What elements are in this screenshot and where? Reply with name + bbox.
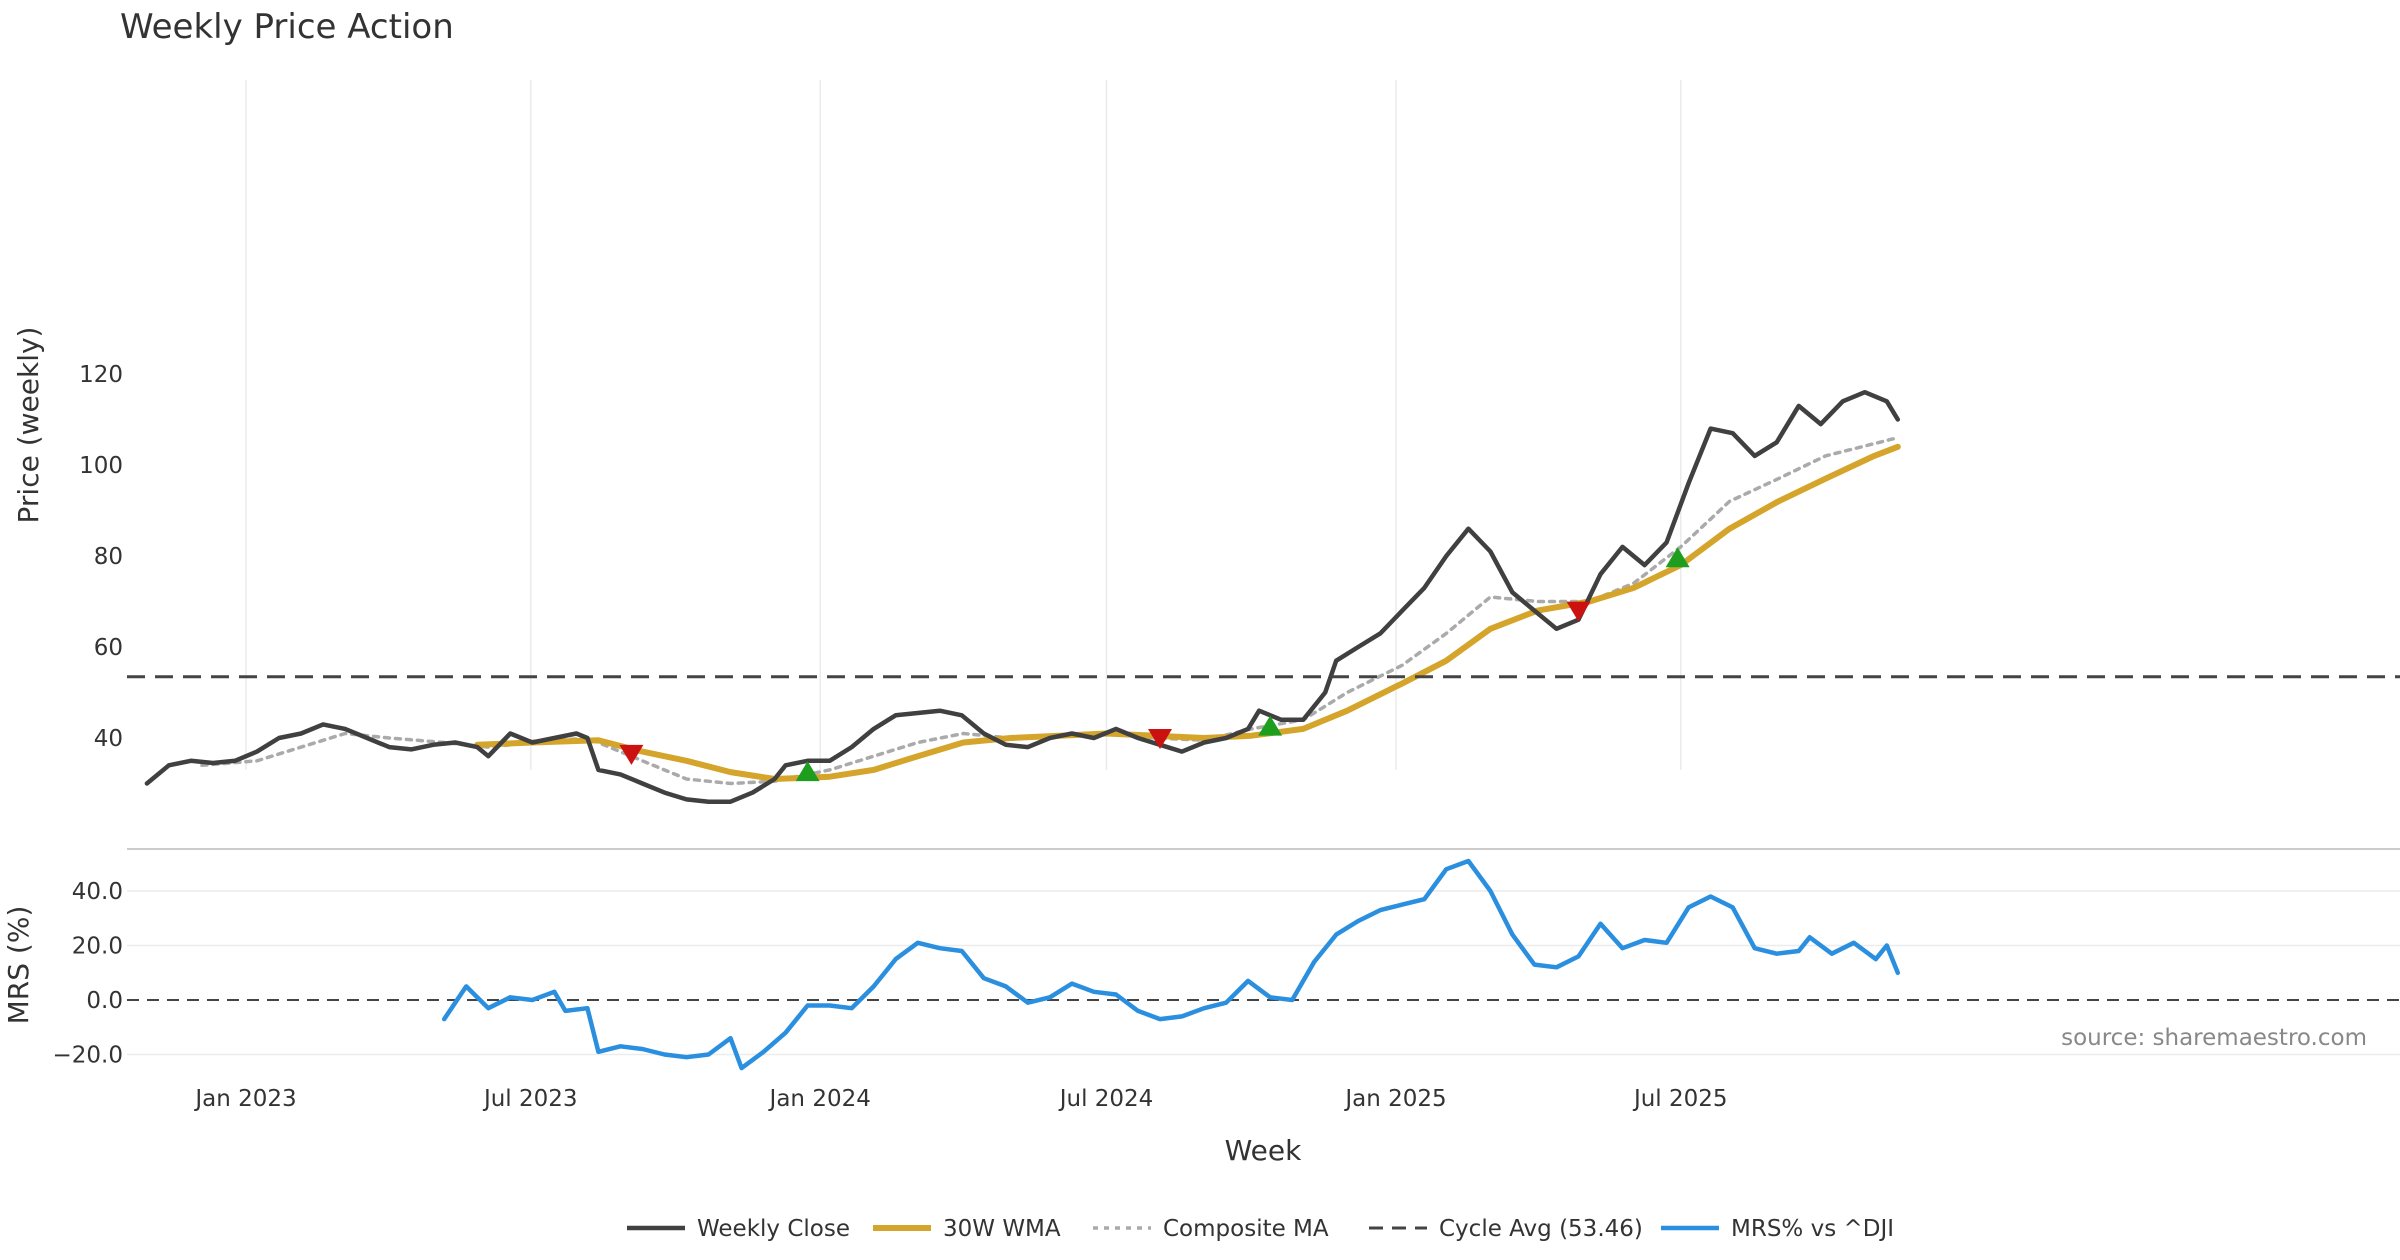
price-y-tick-label: 60	[94, 635, 123, 661]
mrs-y-tick-label: 0.0	[86, 988, 123, 1014]
price-series-layer	[127, 389, 2400, 804]
sell-signal-marker	[619, 744, 644, 765]
legend-label: 30W WMA	[943, 1216, 1061, 1242]
price-y-tick-label: 80	[94, 544, 123, 570]
chart-legend: Weekly Close 30W WMA Composite MA Cycle Avg…	[627, 1216, 1894, 1242]
mrs-grid	[127, 890, 2400, 1056]
weekly-close-line	[144, 389, 1901, 804]
sell-signal-marker	[1148, 729, 1173, 749]
sell-signal-marker	[1566, 601, 1591, 622]
source-credit: source: sharemaestro.com	[2061, 1025, 2367, 1051]
x-tick-label: Jul 2023	[482, 1086, 578, 1112]
chart-title: Weekly Price Action	[120, 7, 454, 47]
price-y-axis-ticks: 40 60 80 100 120	[79, 362, 123, 752]
price-y-axis-label: Price (weekly)	[12, 327, 45, 524]
x-tick-label: Jan 2023	[193, 1086, 296, 1112]
buy-signal-marker	[1665, 547, 1690, 568]
legend-label: MRS% vs ^DJI	[1731, 1216, 1894, 1242]
legend-label: Weekly Close	[697, 1216, 850, 1242]
legend-label: Cycle Avg (53.46)	[1439, 1216, 1643, 1242]
mrs-line	[441, 858, 1901, 1071]
x-tick-label: Jul 2025	[1632, 1086, 1728, 1112]
signal-markers	[619, 547, 1690, 782]
legend-label: Composite MA	[1163, 1216, 1329, 1242]
legend-item: Composite MA	[1093, 1216, 1329, 1242]
legend-item: 30W WMA	[873, 1216, 1061, 1242]
mrs-y-axis-ticks: 40.0 20.0 0.0 −20.0	[53, 879, 123, 1069]
x-tick-label: Jan 2024	[768, 1086, 871, 1112]
price-y-tick-label: 120	[79, 362, 123, 388]
mrs-y-tick-label: −20.0	[53, 1043, 123, 1069]
x-tick-label: Jul 2024	[1058, 1086, 1154, 1112]
price-y-tick-label: 40	[94, 726, 123, 752]
x-axis-ticks: Jan 2023 Jul 2023 Jan 2024 Jul 2024 Jan 2025…	[193, 1086, 1727, 1112]
price-y-tick-label: 100	[79, 453, 123, 479]
legend-item: Cycle Avg (53.46)	[1369, 1216, 1643, 1242]
legend-item: MRS% vs ^DJI	[1661, 1216, 1894, 1242]
mrs-series-layer	[441, 858, 1901, 1071]
legend-item: Weekly Close	[627, 1216, 850, 1242]
x-axis-label: Week	[1225, 1134, 1302, 1167]
buy-signal-marker	[795, 761, 820, 782]
buy-signal-marker	[1258, 715, 1283, 736]
x-tick-label: Jan 2025	[1343, 1086, 1446, 1112]
mrs-y-axis-label: MRS (%)	[2, 906, 35, 1025]
price-grid	[245, 80, 1682, 770]
composite-ma-line	[200, 435, 1900, 786]
mrs-y-tick-label: 40.0	[72, 879, 123, 905]
mrs-y-tick-label: 20.0	[72, 934, 123, 960]
